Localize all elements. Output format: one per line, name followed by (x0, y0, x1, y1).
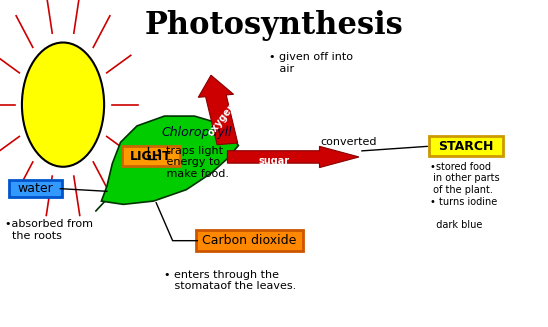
Ellipse shape (22, 43, 104, 167)
FancyBboxPatch shape (429, 136, 503, 156)
Text: •stored food
 in other parts
 of the plant.
• turns iodine

  dark blue: •stored food in other parts of the plant… (430, 162, 500, 230)
Polygon shape (227, 146, 359, 167)
Polygon shape (198, 75, 238, 145)
Text: Photosynthesis: Photosynthesis (145, 10, 403, 41)
Polygon shape (101, 116, 238, 204)
Text: oxygen: oxygen (206, 101, 238, 138)
Text: Carbon dioxide: Carbon dioxide (202, 234, 296, 247)
FancyBboxPatch shape (196, 230, 303, 251)
Text: Chlorophyll: Chlorophyll (162, 126, 232, 139)
Text: • traps light
   energy to
   make food.: • traps light energy to make food. (156, 146, 229, 179)
Text: converted: converted (321, 137, 377, 147)
Text: •absorbed from
  the roots: •absorbed from the roots (5, 219, 94, 241)
Text: • given off into
   air: • given off into air (269, 52, 352, 74)
Text: sugar: sugar (259, 156, 289, 166)
Text: STARCH: STARCH (438, 140, 494, 153)
Text: • enters through the
   stomataof the leaves.: • enters through the stomataof the leave… (164, 270, 296, 291)
FancyBboxPatch shape (9, 180, 62, 197)
Text: LIGHT: LIGHT (130, 150, 172, 163)
Text: water: water (18, 182, 54, 195)
FancyBboxPatch shape (122, 146, 180, 166)
